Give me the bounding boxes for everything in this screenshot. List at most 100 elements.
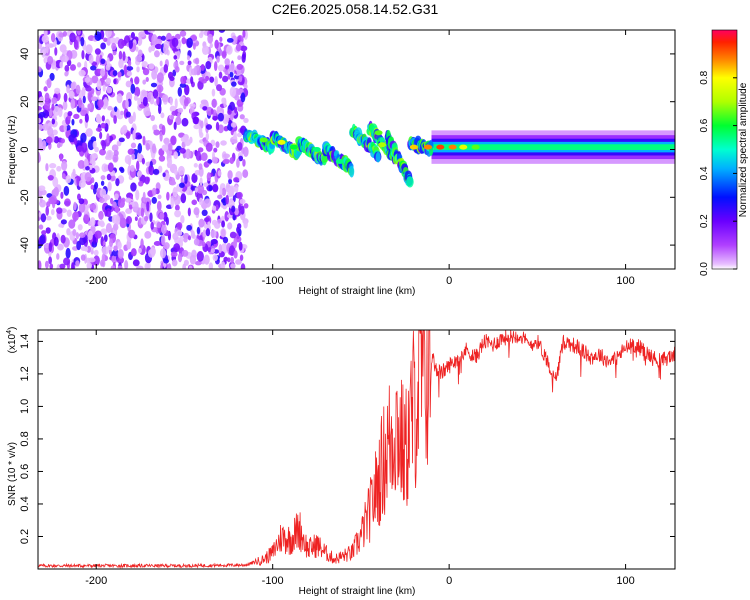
spectrogram-noise-blob <box>50 208 55 216</box>
spectrogram-noise-blob <box>194 260 202 266</box>
spectrogram-noise-blob <box>84 246 89 252</box>
x-tick-label: 100 <box>616 575 634 587</box>
spectrogram-noise-blob <box>217 218 222 224</box>
spectrogram-noise-blob <box>135 189 140 201</box>
spectrogram-noise-blob <box>136 66 140 73</box>
spectrogram-noise-blob <box>172 69 177 77</box>
spectrogram-noise-blob <box>113 245 118 252</box>
spectrogram-noise-blob <box>91 177 95 184</box>
spectrogram-noise-blob <box>124 154 132 165</box>
spectrogram-noise-blob <box>227 222 233 230</box>
spectrogram-noise-blob <box>87 103 91 112</box>
spectrogram-noise-blob <box>94 48 101 55</box>
spectrogram-noise-blob <box>147 30 155 33</box>
spectrogram-noise-blob <box>173 121 177 131</box>
spectrogram-noise-blob <box>211 98 217 108</box>
spectrogram-noise-blob <box>174 66 180 73</box>
spectrogram-noise-blob <box>210 248 216 254</box>
spectrogram-noise-blob <box>84 113 89 123</box>
y-tick-label: 0.6 <box>19 464 31 479</box>
spectrogram-noise-blob <box>112 70 118 77</box>
y-tick-label: 0.8 <box>19 431 31 446</box>
spectrogram-noise-blob <box>44 260 49 269</box>
spectrogram-noise-blob <box>101 115 105 122</box>
spectrogram-noise-blob <box>106 133 110 144</box>
spectrogram-noise-blob <box>161 224 167 235</box>
spectrogram-noise-blob <box>212 184 219 193</box>
spectrogram-noise-blob <box>120 126 128 135</box>
spectrogram-noise-blob <box>88 257 96 263</box>
spectrogram-noise-blob <box>105 30 112 38</box>
spectrogram-noise-blob <box>170 135 177 146</box>
spectrogram-noise-blob <box>93 249 99 256</box>
spectrogram-noise-blob <box>137 143 143 154</box>
spectrogram-noise-blob <box>212 254 218 262</box>
spectrogram-noise-blob <box>71 262 75 269</box>
spectrogram-noise-blob <box>48 109 53 118</box>
spectrogram-noise-blob <box>163 258 169 264</box>
spectrogram-noise-blob <box>229 157 235 164</box>
spectrogram-noise-blob <box>181 249 189 257</box>
spectrogram-noise-blob <box>229 231 237 239</box>
spectrogram-noise-blob <box>173 168 178 176</box>
spectrogram-noise-blob <box>80 36 85 47</box>
spectrogram-noise-blob <box>66 227 71 236</box>
spectrogram-noise-blob <box>107 162 114 173</box>
spectrogram-noise-blob <box>138 31 146 38</box>
spectrogram-noise-blob <box>236 191 243 199</box>
spectrogram-noise-blob <box>180 176 184 185</box>
spectrogram-noise-blob <box>64 64 70 72</box>
spectrogram-noise-blob <box>116 256 125 264</box>
spectrogram-noise-blob <box>130 164 135 172</box>
spectrogram-noise-blob <box>148 63 155 70</box>
spectrogram-noise-blob <box>111 42 117 51</box>
spectrogram-noise-blob <box>149 212 153 223</box>
spectrogram-noise-blob <box>137 247 142 254</box>
spectrogram-noise-blob <box>165 216 169 226</box>
y-tick-label: 1.4 <box>19 334 31 349</box>
spectrogram-noise-blob <box>63 123 67 133</box>
snr-scale-exp: 4 <box>6 330 13 334</box>
spectrogram-noise-blob <box>132 111 136 122</box>
spectrogram-noise-blob <box>117 241 122 250</box>
spectrogram-noise-blob <box>163 137 170 145</box>
spectrogram-noise-blob <box>118 59 124 69</box>
spectrogram-noise-blob <box>210 108 214 115</box>
spectrogram-noise-blob <box>140 238 144 250</box>
spectrogram-noise-blob <box>120 110 124 116</box>
spectrogram-noise-blob <box>61 160 68 171</box>
spectrogram-noise-blob <box>80 132 87 143</box>
spectrogram-noise-blob <box>38 111 46 118</box>
spectrogram-noise-blob <box>45 136 53 144</box>
snr-x-label: Height of straight line (km) <box>299 586 416 597</box>
spectrogram-noise-blob <box>177 86 183 97</box>
spectrogram-hotspot <box>423 144 432 150</box>
spectrogram-signal-blob <box>349 165 355 178</box>
spectrogram-noise-blob <box>51 103 55 111</box>
spectrogram-noise-blob <box>93 255 100 266</box>
spectrogram-noise-blob <box>184 174 188 185</box>
snr-x-ticks: -200 -100 0 100 <box>85 330 635 587</box>
spectrogram-noise-blob <box>107 105 113 111</box>
spectrogram-noise-blob <box>156 221 162 229</box>
spectrogram-noise-blob <box>169 96 173 106</box>
spectrogram-noise-blob <box>198 197 203 206</box>
spectrogram-noise-blob <box>73 113 80 119</box>
spectrogram-noise-blob <box>198 163 203 170</box>
spectrogram-noise-blob <box>147 190 154 197</box>
spectrogram-noise-blob <box>208 185 213 192</box>
spectrogram-noise-blob <box>73 201 77 211</box>
spectrogram-noise-blob <box>161 94 169 103</box>
spectrogram-noise-blob <box>63 92 68 103</box>
spectrogram-x-ticks: -200 -100 0 100 <box>85 30 635 287</box>
spectrogram-noise-blob <box>106 37 112 46</box>
spectrogram-noise-blob <box>195 150 202 161</box>
spectrogram-noise-blob <box>179 147 186 154</box>
spectrogram-noise-blob <box>100 58 106 65</box>
spectrogram-noise-blob <box>94 181 99 190</box>
spectrogram-noise-blob <box>205 228 211 237</box>
spectrogram-noise-blob <box>230 263 236 269</box>
spectrogram-noise-blob <box>56 253 60 260</box>
spectrogram-noise-blob <box>192 116 199 125</box>
spectrogram-noise-blob <box>99 131 103 140</box>
